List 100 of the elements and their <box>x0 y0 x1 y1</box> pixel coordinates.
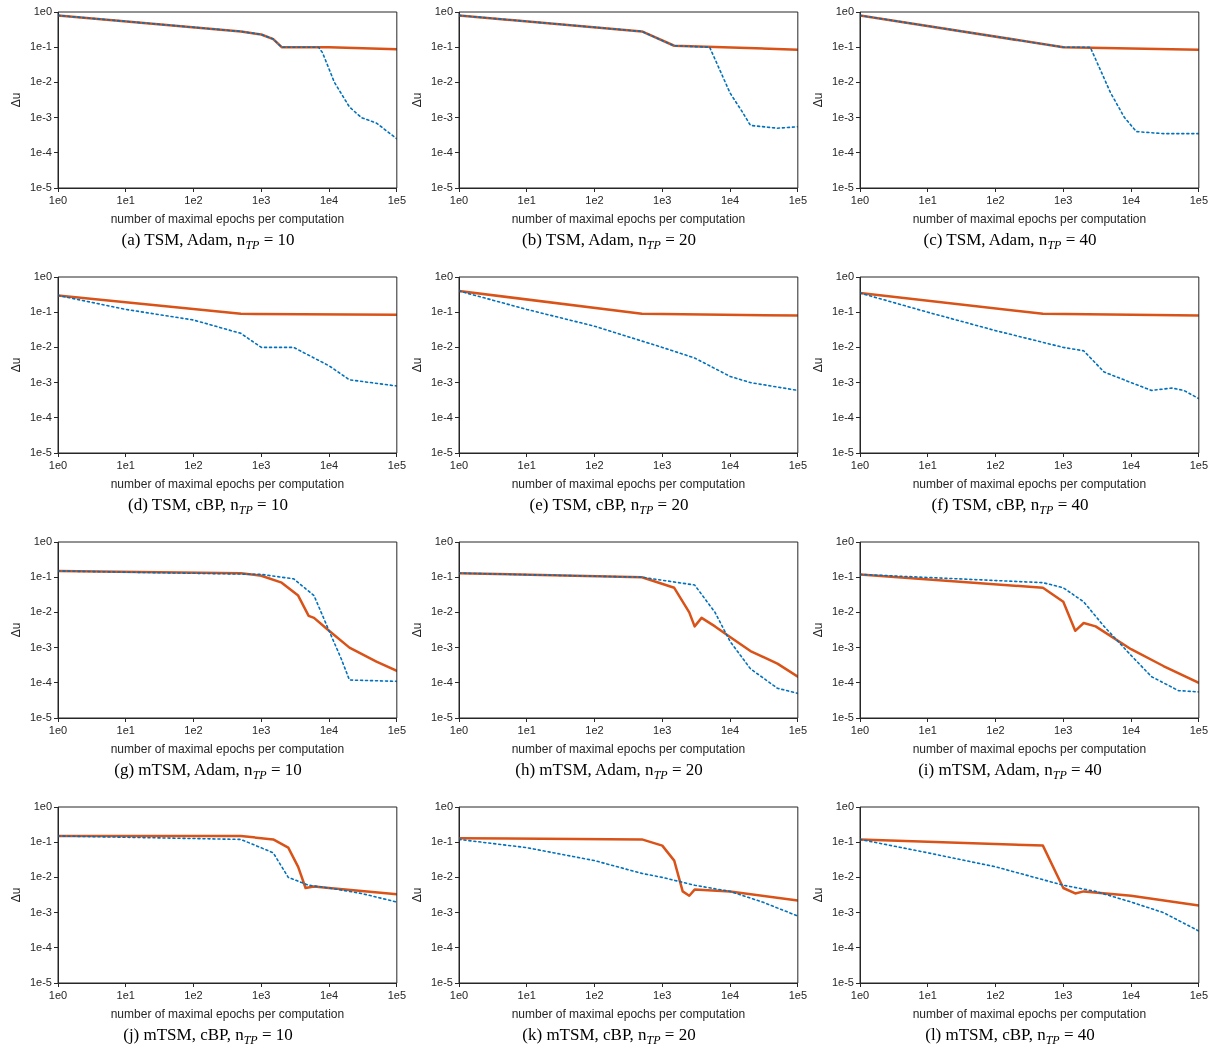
y-tick-label: 1e-2 <box>29 605 52 618</box>
x-tick-label: 1e5 <box>387 723 406 736</box>
y-axis-title: Δu <box>409 92 424 108</box>
y-tick-label: 1e-1 <box>29 570 52 583</box>
x-tick-label: 1e4 <box>319 723 339 736</box>
x-tick-label: 1e4 <box>1121 458 1141 471</box>
x-tick-label: 1e3 <box>252 988 271 1001</box>
x-tick-label: 1e4 <box>1121 193 1141 206</box>
x-tick-label: 1e4 <box>720 193 740 206</box>
x-tick-label: 1e1 <box>517 458 536 471</box>
y-tick-label: 1e-2 <box>831 75 854 88</box>
x-tick-label: 1e2 <box>184 988 203 1001</box>
x-tick-label: 1e0 <box>850 723 870 736</box>
y-axis-title: Δu <box>810 622 825 638</box>
x-axis-title: number of maximal epochs per computation <box>511 1007 746 1022</box>
x-tick-label: 1e2 <box>986 988 1005 1001</box>
y-axis-title: Δu <box>409 622 424 638</box>
y-tick-label: 1e-3 <box>831 110 854 123</box>
text: (e) TSM, cBP, n$_{TP}$ = 20 <box>528 495 690 519</box>
y-tick-label: 1e-5 <box>430 181 453 194</box>
x-tick-label: 1e3 <box>1054 193 1073 206</box>
text: (k) mTSM, cBP, n$_{TP}$ = 20 <box>521 1025 697 1049</box>
x-tick-label: 1e3 <box>252 193 271 206</box>
x-tick-label: 1e5 <box>788 458 807 471</box>
y-tick-label: 1e-4 <box>831 410 854 423</box>
y-tick-label: 1e-2 <box>430 870 453 883</box>
y-tick-label: 1e-3 <box>29 110 52 123</box>
y-tick-label: 1e0 <box>33 5 52 18</box>
y-tick-label: 1e-5 <box>831 181 854 194</box>
x-tick-label: 1e4 <box>1121 723 1141 736</box>
x-tick-label: 1e4 <box>319 988 339 1001</box>
y-tick-label: 1e-1 <box>831 570 854 583</box>
y-tick-label: 1e-4 <box>29 145 52 158</box>
x-tick-label: 1e2 <box>986 723 1005 736</box>
y-tick-label: 1e-4 <box>29 410 52 423</box>
y-tick-label: 1e-4 <box>831 940 854 953</box>
text: (j) mTSM, cBP, n$_{TP}$ = 10 <box>122 1025 294 1049</box>
x-tick-label: 1e4 <box>319 193 339 206</box>
x-tick-label: 1e1 <box>116 458 135 471</box>
y-tick-label: 1e-3 <box>831 640 854 653</box>
y-tick-label: 1e-4 <box>831 145 854 158</box>
y-tick-label: 1e-2 <box>831 340 854 353</box>
x-tick-label: 1e2 <box>585 193 604 206</box>
y-tick-label: 1e-3 <box>29 375 52 388</box>
y-tick-label: 1e0 <box>434 535 453 548</box>
y-axis-title: Δu <box>810 887 825 903</box>
x-tick-label: 1e2 <box>184 193 203 206</box>
y-tick-label: 1e0 <box>33 800 52 813</box>
x-axis-title: number of maximal epochs per computation <box>511 477 746 492</box>
y-tick-label: 1e-4 <box>430 675 453 688</box>
y-tick-label: 1e-2 <box>29 870 52 883</box>
y-tick-label: 1e0 <box>835 800 854 813</box>
x-tick-label: 1e1 <box>918 988 937 1001</box>
y-tick-label: 1e-1 <box>831 305 854 318</box>
y-tick-label: 1e0 <box>835 270 854 283</box>
text: (d) TSM, cBP, n$_{TP}$ = 10 <box>127 495 289 519</box>
x-tick-label: 1e3 <box>252 723 271 736</box>
text: (a) TSM, Adam, n$_{TP}$ = 10 <box>120 230 296 254</box>
x-axis-title: number of maximal epochs per computation <box>110 1007 345 1022</box>
text: (b) TSM, Adam, n$_{TP}$ = 20 <box>521 230 697 254</box>
x-tick-label: 1e1 <box>918 193 937 206</box>
y-tick-label: 1e-3 <box>831 375 854 388</box>
x-tick-label: 1e0 <box>48 723 68 736</box>
x-axis-title: number of maximal epochs per computation <box>912 477 1147 492</box>
x-tick-label: 1e3 <box>1054 458 1073 471</box>
x-tick-label: 1e0 <box>850 458 870 471</box>
y-tick-label: 1e-2 <box>831 605 854 618</box>
y-tick-label: 1e-1 <box>430 40 453 53</box>
x-tick-label: 1e0 <box>850 193 870 206</box>
y-tick-label: 1e-2 <box>430 340 453 353</box>
text: (i) mTSM, Adam, n$_{TP}$ = 40 <box>917 760 1103 784</box>
y-tick-label: 1e0 <box>434 800 453 813</box>
y-tick-label: 1e-2 <box>831 870 854 883</box>
y-tick-label: 1e-2 <box>29 340 52 353</box>
y-tick-label: 1e-4 <box>29 675 52 688</box>
y-tick-label: 1e-2 <box>430 605 453 618</box>
y-axis-title: Δu <box>8 92 23 108</box>
y-tick-label: 1e0 <box>33 270 52 283</box>
y-tick-label: 1e-3 <box>430 110 453 123</box>
y-tick-label: 1e-3 <box>831 905 854 918</box>
text: (f) TSM, cBP, n$_{TP}$ = 40 <box>930 495 1090 519</box>
y-tick-label: 1e-3 <box>430 905 453 918</box>
x-tick-label: 1e5 <box>1189 458 1208 471</box>
y-tick-label: 1e0 <box>434 5 453 18</box>
y-tick-label: 1e-1 <box>831 40 854 53</box>
x-axis-title: number of maximal epochs per computation <box>110 477 345 492</box>
y-tick-label: 1e-4 <box>430 940 453 953</box>
y-tick-label: 1e0 <box>33 535 52 548</box>
x-tick-label: 1e2 <box>585 723 604 736</box>
x-tick-label: 1e1 <box>116 723 135 736</box>
x-tick-label: 1e1 <box>116 988 135 1001</box>
x-tick-label: 1e1 <box>116 193 135 206</box>
x-tick-label: 1e1 <box>517 193 536 206</box>
y-tick-label: 1e-1 <box>29 40 52 53</box>
x-tick-label: 1e2 <box>585 458 604 471</box>
y-tick-label: 1e-1 <box>430 305 453 318</box>
x-tick-label: 1e3 <box>653 458 672 471</box>
x-tick-label: 1e3 <box>653 988 672 1001</box>
y-axis-title: Δu <box>810 357 825 373</box>
x-tick-label: 1e4 <box>720 723 740 736</box>
